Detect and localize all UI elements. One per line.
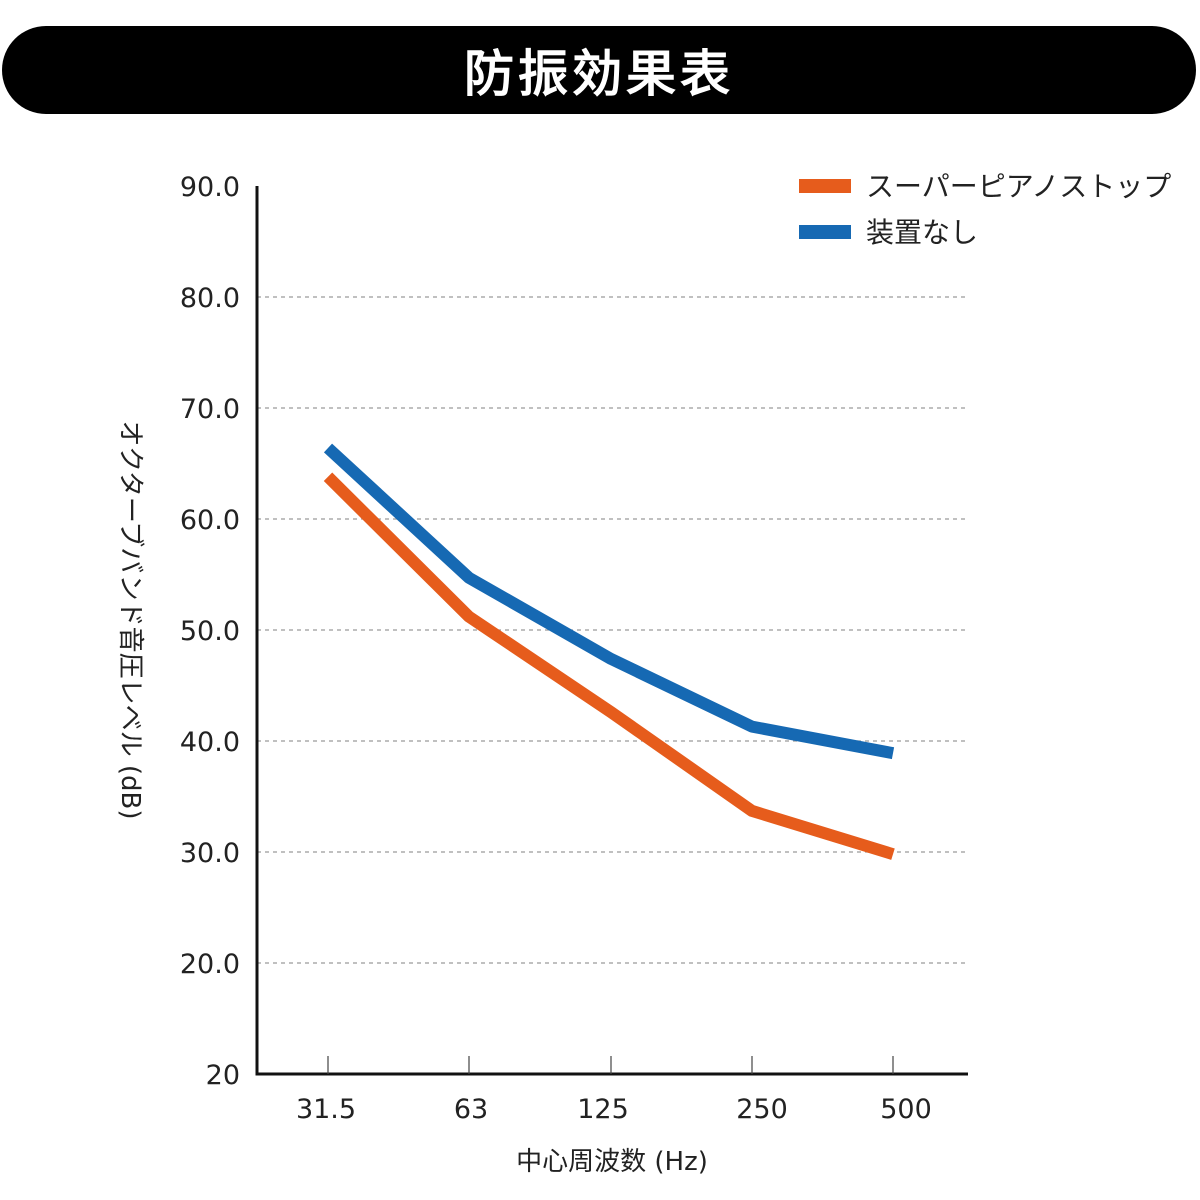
- gridlines: [257, 296, 968, 964]
- y-tick-label-2: 30.0: [180, 838, 240, 869]
- legend-label-1: 装置なし: [866, 216, 978, 249]
- legend-label-0: スーパーピアノストップ: [866, 170, 1171, 203]
- y-tick-label-7: 80.0: [180, 283, 240, 314]
- x-tick-label-3: 250: [736, 1094, 788, 1125]
- chart-title: 防振効果表: [464, 45, 734, 103]
- x-tick-label-2: 125: [577, 1094, 629, 1125]
- y-tick-label-8: 90.0: [180, 172, 240, 203]
- x-tick-label-4: 500: [880, 1094, 932, 1125]
- x-tick-label-1: 63: [454, 1094, 488, 1125]
- x-axis-title: 中心周波数 (Hz): [516, 1147, 708, 1177]
- legend-swatch-0: [799, 179, 851, 193]
- legend-swatch-1: [799, 225, 851, 239]
- x-tick-label-0: 31.5: [296, 1094, 356, 1125]
- title-banner: 防振効果表: [2, 26, 1196, 114]
- y-tick-label-4: 50.0: [180, 616, 240, 647]
- y-tick-label-1: 20.0: [180, 949, 240, 980]
- series-lines: [323, 443, 895, 860]
- tick-labels: 20 20.0 30.0 40.0 50.0 60.0 70.0 80.0 90.0 31.5 63…: [180, 172, 932, 1125]
- y-tick-label-0: 20: [206, 1060, 240, 1091]
- y-tick-label-3: 40.0: [180, 727, 240, 758]
- y-tick-label-5: 60.0: [180, 505, 240, 536]
- y-tick-label-6: 70.0: [180, 394, 240, 425]
- y-axis-title: オクターブバンド音圧レベル (dB): [115, 420, 145, 819]
- axes: [255, 186, 968, 1076]
